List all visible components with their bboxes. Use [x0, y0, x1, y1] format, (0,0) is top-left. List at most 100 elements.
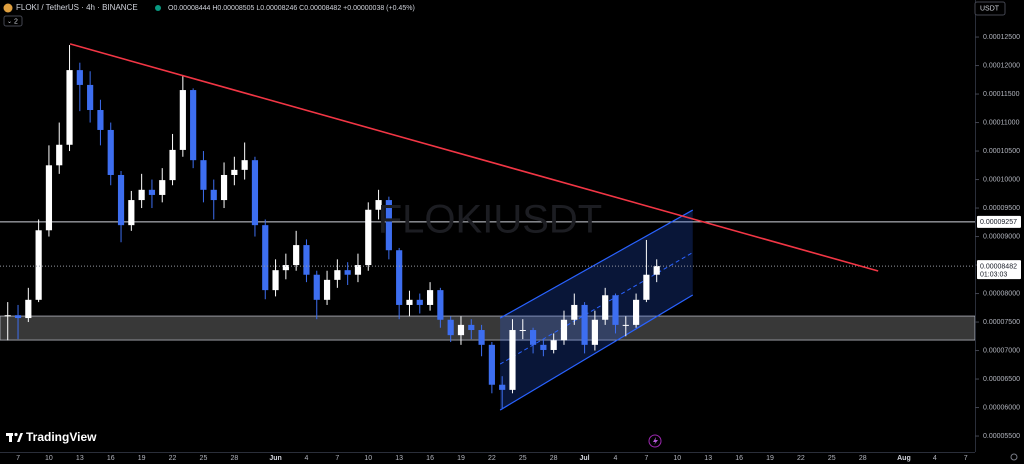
y-tick-label: 0.00009000: [983, 233, 1020, 240]
y-tick-label: 0.00012000: [983, 62, 1020, 69]
y-tick-label: 0.00005500: [983, 433, 1020, 440]
currency-label: USDT: [980, 5, 1000, 12]
candle-body: [426, 290, 434, 305]
x-tick-label: 16: [735, 455, 743, 462]
candle-body: [334, 270, 341, 280]
candle-body: [148, 189, 156, 195]
symbol-title[interactable]: FLOKI / TetherUS · 4h · BINANCE: [16, 3, 138, 12]
trendline: [69, 43, 879, 272]
candle-body: [571, 304, 578, 320]
candle-body: [76, 70, 83, 85]
x-tick-label: 22: [488, 455, 496, 462]
candle-body: [396, 250, 403, 305]
candle-body: [179, 90, 186, 150]
candle-body: [107, 129, 114, 175]
candle-body: [313, 274, 320, 300]
settings-icon[interactable]: [1010, 453, 1018, 461]
x-tick-label: 10: [45, 455, 53, 462]
zone: [0, 315, 976, 341]
candle-body: [159, 180, 166, 195]
x-tick-label: 4: [305, 455, 309, 462]
candle-body: [251, 160, 259, 226]
candle-body: [200, 160, 207, 190]
logo-part: [9, 433, 12, 442]
x-tick-label: 13: [395, 455, 403, 462]
candle-body: [406, 299, 413, 305]
symbol-icon: [3, 3, 13, 13]
candle-body: [478, 330, 485, 345]
last-price-label: 0.00008482: [980, 263, 1017, 270]
market-status: [155, 5, 161, 11]
x-tick-label: 7: [335, 455, 339, 462]
candle-body: [66, 70, 73, 145]
x-tick-label: 25: [519, 455, 527, 462]
y-tick-label: 0.00007000: [983, 347, 1020, 354]
candle-body: [416, 299, 423, 305]
candle-body: [138, 189, 145, 201]
x-tick-label: 19: [766, 455, 774, 462]
candle-body: [509, 330, 516, 390]
candle-body: [45, 165, 53, 231]
candle-body: [519, 330, 526, 332]
candle-body: [550, 340, 557, 350]
candle-body: [653, 266, 660, 275]
channel-upper: [499, 209, 694, 319]
candle-body: [602, 295, 609, 320]
last-price-tag: [977, 260, 1021, 280]
x-tick-label: 25: [828, 455, 836, 462]
x-tick-label: 25: [200, 455, 208, 462]
candle-body: [169, 149, 176, 181]
candle-body: [612, 295, 619, 325]
candle-body: [97, 110, 104, 130]
event-marker[interactable]: [648, 434, 662, 448]
candle-body: [303, 245, 310, 275]
plot-area: [0, 43, 976, 411]
y-tick-label: 0.00010000: [983, 176, 1020, 183]
y-tick-label: 0.00009500: [983, 205, 1020, 212]
x-tick-label: 16: [107, 455, 115, 462]
x-tick-label: 28: [859, 455, 867, 462]
x-tick-label: 7: [964, 455, 968, 462]
brand-logo: [6, 432, 23, 442]
candle-body: [447, 319, 454, 336]
x-tick-label: Jul: [580, 455, 590, 462]
candle-body: [241, 160, 248, 170]
candle-body: [344, 270, 351, 275]
candle-body: [210, 189, 217, 201]
candle-body: [4, 315, 11, 317]
x-tick-label: 16: [426, 455, 434, 462]
candle-body: [622, 324, 629, 326]
candle-body: [375, 200, 382, 210]
candle-body: [231, 169, 238, 175]
candle-body: [272, 270, 279, 291]
y-tick-label: 0.00007500: [983, 319, 1020, 326]
indicators-count: 2: [14, 18, 18, 25]
brand-name: TradingView: [26, 430, 97, 444]
y-tick-label: 0.00010500: [983, 148, 1020, 155]
candle-body: [293, 245, 300, 266]
candle-body: [220, 174, 228, 201]
x-tick-label: Aug: [897, 455, 911, 462]
candle-body: [488, 344, 495, 385]
channel-fill: [500, 210, 693, 411]
indicators-toggle[interactable]: [3, 15, 23, 27]
x-tick-label: 13: [704, 455, 712, 462]
channel-lower: [499, 294, 694, 411]
candle-body: [643, 274, 650, 300]
currency-button[interactable]: [974, 1, 1006, 16]
logo-part: [17, 433, 23, 442]
candle-body: [385, 200, 392, 251]
x-tick-label: 7: [644, 455, 648, 462]
x-tick-label: 19: [457, 455, 465, 462]
candle-body: [282, 265, 289, 271]
candle-body: [128, 200, 135, 226]
y-tick-label: 0.00011500: [983, 91, 1020, 98]
y-tick-label: 0.00011000: [983, 119, 1020, 126]
candle-body: [323, 279, 331, 300]
candle-body: [56, 144, 63, 166]
x-tick-label: 4: [933, 455, 937, 462]
price-tag: [977, 215, 1021, 228]
channel-median: [499, 252, 694, 365]
candle-body: [365, 209, 372, 266]
